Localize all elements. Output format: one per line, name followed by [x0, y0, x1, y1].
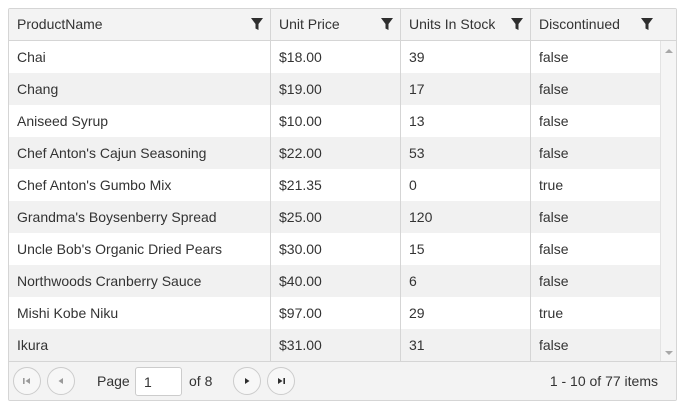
cell-unit-price: $21.35 — [271, 169, 401, 201]
grid-body: Chai $18.00 39 false Chang $19.00 17 fal… — [9, 41, 660, 361]
cell-unit-price: $40.00 — [271, 265, 401, 297]
cell-discontinued: false — [539, 209, 569, 225]
page-label: Page — [97, 373, 130, 389]
cell-product-name: Chef Anton's Cajun Seasoning — [9, 137, 271, 169]
cell-unit-price: $22.00 — [271, 137, 401, 169]
table-row[interactable]: Mishi Kobe Niku $97.00 29 true — [9, 297, 660, 329]
items-info: 1 - 10 of 77 items — [549, 373, 658, 389]
cell-units-in-stock: 31 — [401, 329, 531, 361]
pager: Page of 8 1 - 10 of 77 items — [9, 361, 676, 400]
cell-units-in-stock: 53 — [401, 137, 531, 169]
products-grid: ProductName Unit Price Units In Stock Di… — [8, 8, 677, 401]
cell-product-name: Grandma's Boysenberry Spread — [9, 201, 271, 233]
cell-discontinued: false — [539, 337, 569, 353]
filter-icon[interactable] — [510, 17, 524, 31]
cell-product-name: Northwoods Cranberry Sauce — [9, 265, 271, 297]
cell-units-in-stock: 17 — [401, 73, 531, 105]
column-header-label: Unit Price — [279, 16, 340, 32]
column-header-label: ProductName — [17, 16, 103, 32]
cell-product-name: Chef Anton's Gumbo Mix — [9, 169, 271, 201]
cell-unit-price: $25.00 — [271, 201, 401, 233]
cell-unit-price: $31.00 — [271, 329, 401, 361]
scroll-down-icon[interactable] — [665, 351, 673, 355]
grid-header: ProductName Unit Price Units In Stock Di… — [9, 9, 676, 41]
cell-discontinued: false — [539, 241, 569, 257]
table-row[interactable]: Chai $18.00 39 false — [9, 41, 660, 73]
table-row[interactable]: Uncle Bob's Organic Dried Pears $30.00 1… — [9, 233, 660, 265]
cell-product-name: Mishi Kobe Niku — [9, 297, 271, 329]
table-row[interactable]: Northwoods Cranberry Sauce $40.00 6 fals… — [9, 265, 660, 297]
cell-unit-price: $97.00 — [271, 297, 401, 329]
cell-discontinued: false — [539, 113, 569, 129]
column-header-label: Units In Stock — [409, 16, 496, 32]
cell-discontinued: true — [539, 305, 564, 321]
cell-discontinued: false — [539, 49, 569, 65]
scroll-up-icon[interactable] — [665, 49, 673, 53]
cell-unit-price: $19.00 — [271, 73, 401, 105]
last-page-button[interactable] — [267, 367, 295, 395]
table-row[interactable]: Ikura $31.00 31 false — [9, 329, 660, 361]
column-header-product-name[interactable]: ProductName — [9, 9, 271, 40]
cell-units-in-stock: 6 — [401, 265, 531, 297]
cell-discontinued: true — [539, 177, 564, 193]
cell-product-name: Aniseed Syrup — [9, 105, 271, 137]
table-row[interactable]: Aniseed Syrup $10.00 13 false — [9, 105, 660, 137]
filter-icon[interactable] — [250, 17, 264, 31]
cell-unit-price: $30.00 — [271, 233, 401, 265]
page-number-input[interactable] — [135, 367, 182, 396]
cell-units-in-stock: 29 — [401, 297, 531, 329]
cell-units-in-stock: 15 — [401, 233, 531, 265]
cell-discontinued: false — [539, 145, 569, 161]
first-page-button[interactable] — [13, 367, 41, 395]
cell-units-in-stock: 120 — [401, 201, 531, 233]
cell-product-name: Chai — [9, 41, 271, 73]
vertical-scrollbar[interactable] — [660, 41, 676, 361]
previous-page-button[interactable] — [47, 367, 75, 395]
cell-units-in-stock: 13 — [401, 105, 531, 137]
cell-units-in-stock: 0 — [401, 169, 531, 201]
total-pages-label: of 8 — [189, 373, 213, 389]
filter-icon[interactable] — [380, 17, 394, 31]
cell-unit-price: $18.00 — [271, 41, 401, 73]
scrollbar-corner — [660, 9, 676, 40]
cell-product-name: Uncle Bob's Organic Dried Pears — [9, 233, 271, 265]
next-page-button[interactable] — [233, 367, 261, 395]
filter-icon[interactable] — [640, 17, 654, 31]
column-header-unit-price[interactable]: Unit Price — [271, 9, 401, 40]
cell-discontinued: false — [539, 81, 569, 97]
table-row[interactable]: Grandma's Boysenberry Spread $25.00 120 … — [9, 201, 660, 233]
column-header-units-in-stock[interactable]: Units In Stock — [401, 9, 531, 40]
column-header-discontinued[interactable]: Discontinued — [531, 9, 661, 40]
cell-discontinued: false — [539, 273, 569, 289]
column-header-label: Discontinued — [539, 16, 620, 32]
cell-product-name: Ikura — [9, 329, 271, 361]
table-row[interactable]: Chef Anton's Gumbo Mix $21.35 0 true — [9, 169, 660, 201]
table-row[interactable]: Chef Anton's Cajun Seasoning $22.00 53 f… — [9, 137, 660, 169]
table-row[interactable]: Chang $19.00 17 false — [9, 73, 660, 105]
cell-units-in-stock: 39 — [401, 41, 531, 73]
cell-product-name: Chang — [9, 73, 271, 105]
cell-unit-price: $10.00 — [271, 105, 401, 137]
